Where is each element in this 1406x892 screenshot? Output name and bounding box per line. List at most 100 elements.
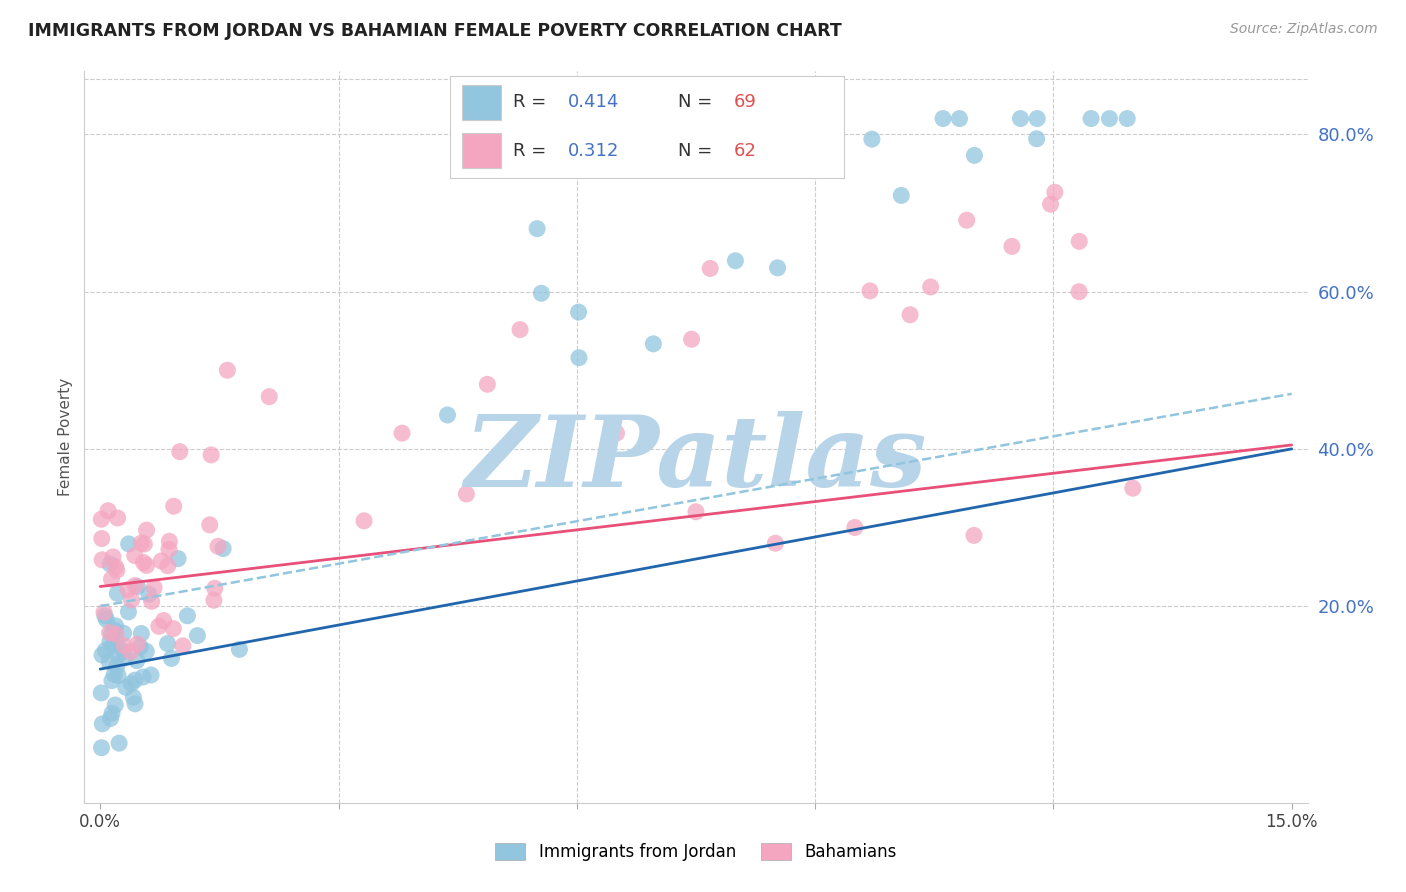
Point <box>212 541 235 556</box>
Point <box>890 188 912 202</box>
Point <box>91 553 114 567</box>
Point <box>134 537 156 551</box>
Point <box>112 644 135 658</box>
Point <box>120 645 142 659</box>
Point <box>963 528 986 542</box>
Point <box>124 673 146 687</box>
Point <box>98 634 121 648</box>
Point <box>932 112 955 126</box>
Text: IMMIGRANTS FROM JORDAN VS BAHAMIAN FEMALE POVERTY CORRELATION CHART: IMMIGRANTS FROM JORDAN VS BAHAMIAN FEMAL… <box>28 22 842 40</box>
Point <box>530 286 553 301</box>
Point <box>152 614 174 628</box>
Point <box>107 668 129 682</box>
Text: N =: N = <box>678 142 713 160</box>
Point <box>160 651 183 665</box>
Point <box>186 629 208 643</box>
Point <box>1122 481 1144 495</box>
Point <box>97 504 120 518</box>
Point <box>90 532 112 546</box>
Point <box>129 640 152 654</box>
Point <box>121 593 143 607</box>
Point <box>115 681 138 695</box>
Point <box>94 643 117 657</box>
Text: R =: R = <box>513 142 546 160</box>
Point <box>860 132 883 146</box>
Point <box>176 608 198 623</box>
Point <box>90 512 112 526</box>
Text: N =: N = <box>678 94 713 112</box>
Point <box>477 377 499 392</box>
Point <box>207 539 229 553</box>
Y-axis label: Female Poverty: Female Poverty <box>58 378 73 496</box>
Point <box>963 148 986 162</box>
Point <box>162 622 184 636</box>
Point <box>1039 197 1062 211</box>
Point <box>681 332 703 346</box>
Point <box>101 706 124 721</box>
Point <box>114 651 136 665</box>
Point <box>122 690 145 705</box>
Point <box>436 408 458 422</box>
Point <box>138 587 160 601</box>
Point <box>104 560 127 574</box>
Point <box>198 517 221 532</box>
Point <box>172 639 194 653</box>
Point <box>766 260 789 275</box>
Point <box>105 627 128 641</box>
Text: 0.312: 0.312 <box>568 142 620 160</box>
Point <box>167 551 190 566</box>
Point <box>124 579 146 593</box>
Point <box>120 676 142 690</box>
Point <box>104 624 127 638</box>
Point <box>148 619 170 633</box>
Point <box>1001 239 1024 253</box>
Point <box>163 499 186 513</box>
Point <box>526 221 548 235</box>
Point <box>125 654 148 668</box>
Point <box>156 558 179 573</box>
Point <box>131 536 153 550</box>
Text: ZIPatlas: ZIPatlas <box>465 411 927 508</box>
Point <box>139 668 162 682</box>
Point <box>898 308 921 322</box>
Point <box>217 363 239 377</box>
Point <box>1043 185 1066 199</box>
Point <box>118 537 141 551</box>
Point <box>606 426 628 441</box>
Point <box>1010 112 1032 126</box>
Text: R =: R = <box>513 94 546 112</box>
Point <box>100 572 122 586</box>
Point <box>150 554 173 568</box>
Point <box>643 336 665 351</box>
Point <box>103 667 125 681</box>
Point <box>353 514 375 528</box>
Point <box>124 549 146 563</box>
Point <box>100 627 122 641</box>
FancyBboxPatch shape <box>461 85 501 120</box>
Point <box>200 448 222 462</box>
Point <box>568 351 591 365</box>
Point <box>105 586 128 600</box>
Point <box>509 322 531 336</box>
Point <box>108 736 131 750</box>
Point <box>90 686 112 700</box>
Point <box>112 626 135 640</box>
Point <box>1116 112 1139 126</box>
Point <box>135 523 157 537</box>
Point <box>567 305 589 319</box>
Point <box>100 712 122 726</box>
Point <box>1080 112 1102 126</box>
Point <box>98 655 121 669</box>
Point <box>96 613 118 627</box>
Point <box>131 626 153 640</box>
Point <box>105 563 128 577</box>
Point <box>91 648 114 662</box>
Point <box>1098 112 1121 126</box>
Point <box>156 637 179 651</box>
Point <box>859 284 882 298</box>
Point <box>132 670 155 684</box>
Point <box>94 609 117 624</box>
Point <box>948 112 970 126</box>
Point <box>685 505 707 519</box>
Point <box>1069 235 1091 249</box>
